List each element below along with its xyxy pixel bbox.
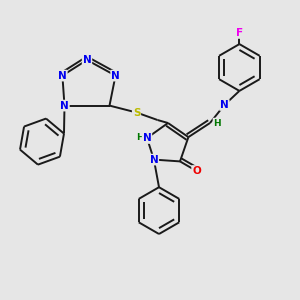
Text: H: H bbox=[136, 134, 144, 142]
Text: N: N bbox=[149, 154, 158, 165]
Text: N: N bbox=[58, 70, 67, 81]
Text: N: N bbox=[60, 100, 69, 111]
Text: S: S bbox=[133, 107, 140, 118]
Text: N: N bbox=[111, 70, 120, 81]
Text: O: O bbox=[192, 166, 201, 176]
Text: F: F bbox=[236, 28, 243, 38]
Text: N: N bbox=[82, 55, 91, 65]
Text: N: N bbox=[142, 133, 152, 143]
Text: F: F bbox=[236, 28, 243, 38]
Text: N: N bbox=[220, 100, 229, 110]
Text: H: H bbox=[213, 118, 221, 127]
